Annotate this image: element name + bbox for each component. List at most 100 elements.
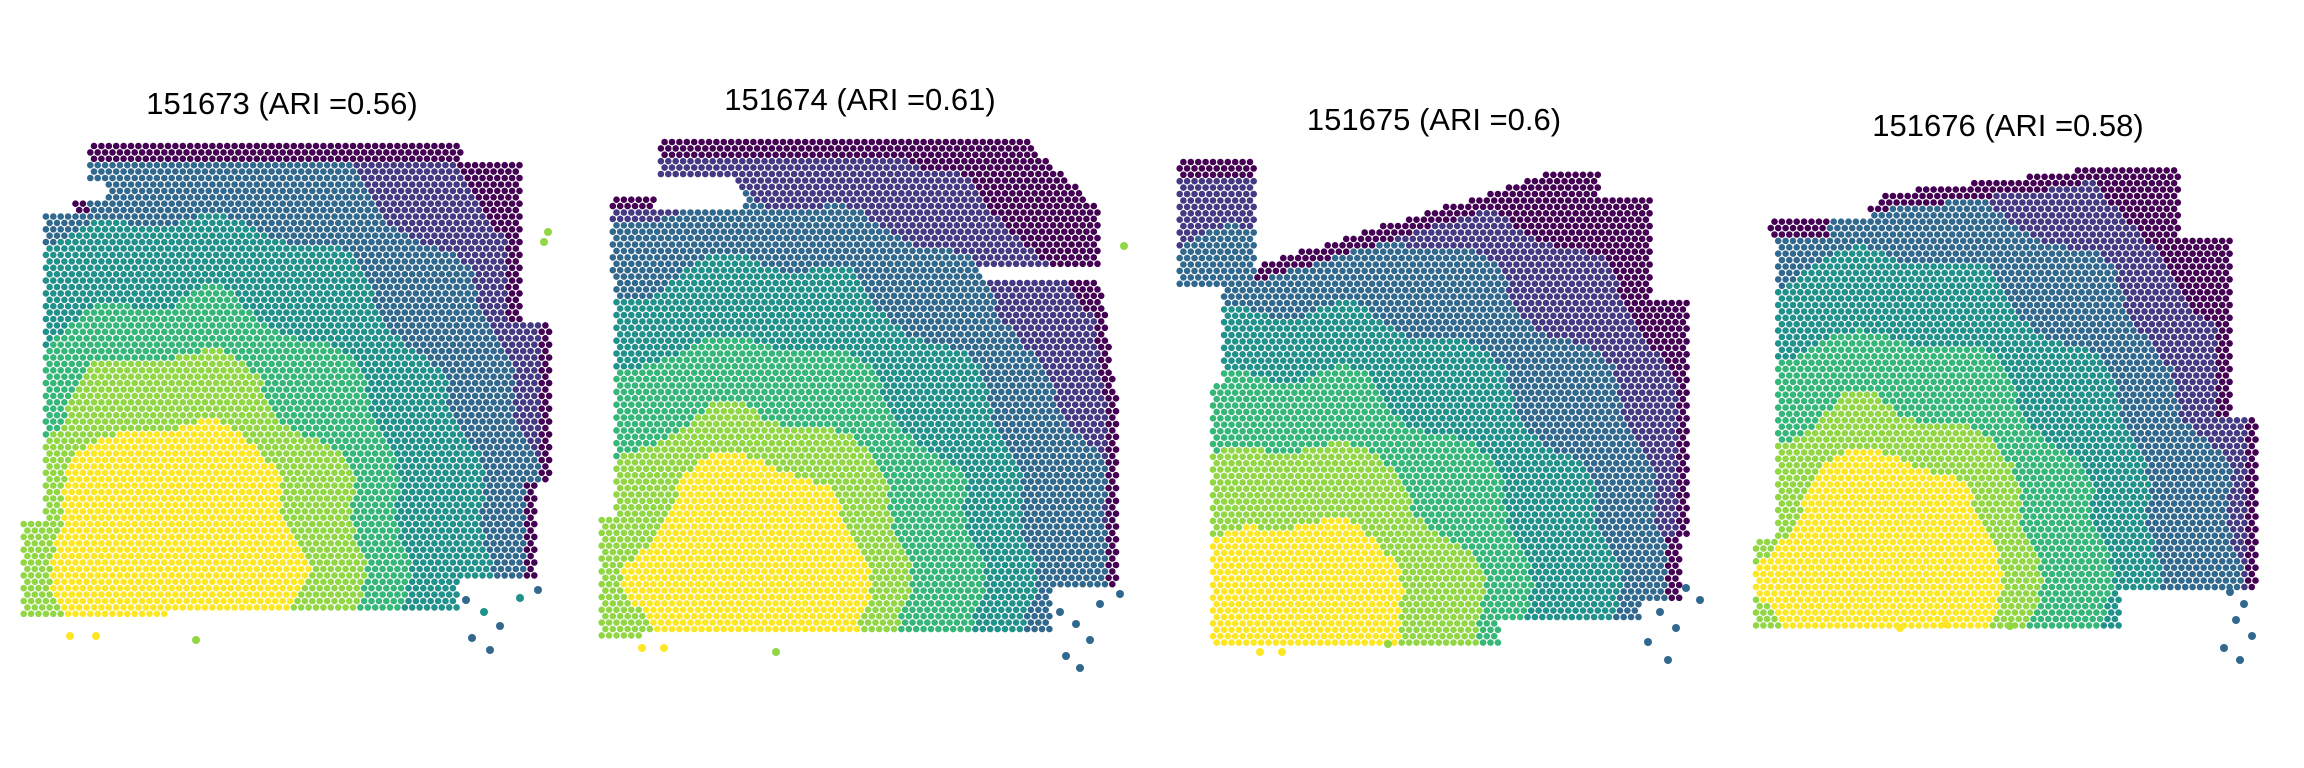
spot xyxy=(401,552,409,560)
spot xyxy=(142,527,150,534)
spot xyxy=(375,367,383,374)
spot xyxy=(135,578,142,586)
spot xyxy=(831,138,839,146)
spot xyxy=(397,469,405,477)
spot xyxy=(497,322,505,329)
spot xyxy=(449,546,457,553)
spot xyxy=(990,145,998,152)
spot xyxy=(242,533,249,541)
spot xyxy=(161,226,168,233)
spot xyxy=(194,399,201,406)
spot xyxy=(716,145,724,152)
spot xyxy=(209,437,216,445)
spot xyxy=(486,546,494,553)
spot xyxy=(101,610,109,618)
spot xyxy=(124,315,131,323)
spot xyxy=(161,149,168,156)
spot xyxy=(320,206,327,214)
spot xyxy=(327,296,335,304)
spot xyxy=(342,475,349,483)
spot xyxy=(527,514,534,521)
spot xyxy=(431,322,438,329)
spot xyxy=(175,482,183,489)
spot xyxy=(124,572,131,579)
spot xyxy=(475,373,483,381)
spot xyxy=(397,264,405,272)
spot xyxy=(283,232,290,239)
spot xyxy=(412,200,420,207)
spot xyxy=(516,187,523,195)
spot xyxy=(183,200,190,207)
spot xyxy=(338,533,346,541)
spot xyxy=(312,347,320,355)
outlier-spot xyxy=(66,632,74,640)
spot xyxy=(264,546,272,553)
spot xyxy=(127,219,135,227)
spot xyxy=(309,264,316,272)
spot xyxy=(242,367,249,374)
spot xyxy=(442,559,449,566)
spot xyxy=(872,145,879,152)
spot xyxy=(394,245,401,252)
spot xyxy=(702,145,709,152)
spot xyxy=(186,270,194,278)
spot xyxy=(112,463,120,470)
spot xyxy=(501,277,509,284)
spot xyxy=(253,181,261,188)
spot xyxy=(75,552,83,560)
spot xyxy=(534,360,542,368)
spot xyxy=(153,187,161,195)
spot xyxy=(124,226,131,233)
spot xyxy=(360,200,368,207)
spot xyxy=(249,572,257,579)
spot xyxy=(305,168,312,175)
spot xyxy=(390,238,398,246)
spot xyxy=(316,238,324,246)
spot xyxy=(494,277,501,284)
spot xyxy=(220,533,227,541)
spot xyxy=(331,302,338,310)
spot xyxy=(449,456,457,464)
spot xyxy=(257,238,264,246)
spot xyxy=(227,367,235,374)
spot xyxy=(94,495,101,502)
spot xyxy=(146,174,153,182)
spot xyxy=(494,418,501,425)
spot xyxy=(94,584,101,592)
spot xyxy=(309,354,316,361)
spot xyxy=(90,219,98,227)
spot xyxy=(46,258,53,265)
spot xyxy=(475,411,483,419)
spot xyxy=(486,508,494,515)
spot xyxy=(816,138,824,146)
spot xyxy=(482,181,490,188)
spot xyxy=(105,591,113,598)
spot xyxy=(427,456,435,464)
spot xyxy=(205,508,212,515)
spot xyxy=(42,584,50,592)
spot xyxy=(349,232,357,239)
spot xyxy=(490,194,497,201)
spot xyxy=(27,610,35,618)
spot xyxy=(331,482,338,489)
spot xyxy=(482,258,490,265)
spot xyxy=(482,219,490,227)
spot xyxy=(687,145,694,152)
spot xyxy=(190,315,198,323)
spot xyxy=(168,597,175,605)
spot xyxy=(320,578,327,586)
spot xyxy=(116,277,124,284)
spot xyxy=(360,508,368,515)
spot xyxy=(260,604,268,611)
spot xyxy=(405,174,412,182)
spot xyxy=(205,149,212,156)
spot xyxy=(445,540,453,547)
spot xyxy=(397,584,405,592)
spot xyxy=(309,469,316,477)
spot xyxy=(68,514,76,521)
spot xyxy=(194,206,201,214)
spot xyxy=(246,565,253,573)
spot xyxy=(305,514,312,521)
spot xyxy=(201,155,209,163)
spot xyxy=(90,258,98,265)
